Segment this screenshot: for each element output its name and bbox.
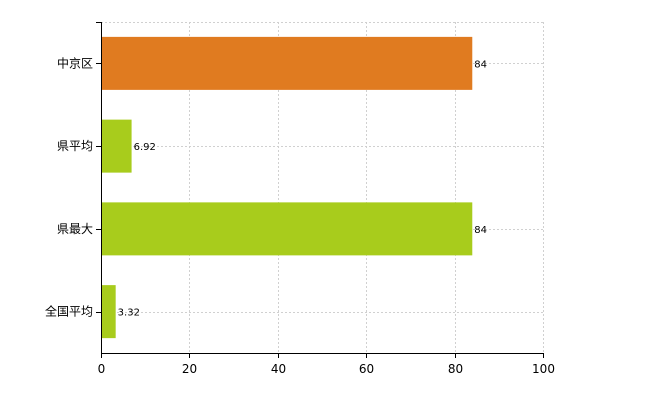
category-label: 全国平均	[45, 304, 93, 319]
bars	[101, 36, 473, 339]
bar	[101, 285, 116, 339]
x-tick-label: 40	[271, 362, 286, 376]
x-tick-label: 20	[182, 362, 197, 376]
data-label: 6.92	[134, 142, 156, 153]
category-label: 県最大	[57, 222, 93, 236]
category-label: 中京区	[57, 55, 93, 70]
category-label: 県平均	[57, 139, 93, 153]
data-label: 84	[474, 59, 487, 70]
x-tick-label: 60	[359, 362, 374, 376]
bar	[101, 36, 473, 90]
data-label: 3.32	[118, 308, 140, 319]
bar	[101, 202, 473, 256]
x-tick-label: 80	[448, 362, 463, 376]
labels: 0 20 40 60 80 100 84 中京区 6.92 県平均 84 県最大 3.32 全国平均	[45, 55, 555, 376]
x-tick-label: 0	[98, 362, 106, 376]
data-label: 84	[474, 225, 487, 236]
axes	[96, 22, 544, 358]
x-tick-label: 100	[532, 362, 555, 376]
bar	[101, 119, 132, 173]
